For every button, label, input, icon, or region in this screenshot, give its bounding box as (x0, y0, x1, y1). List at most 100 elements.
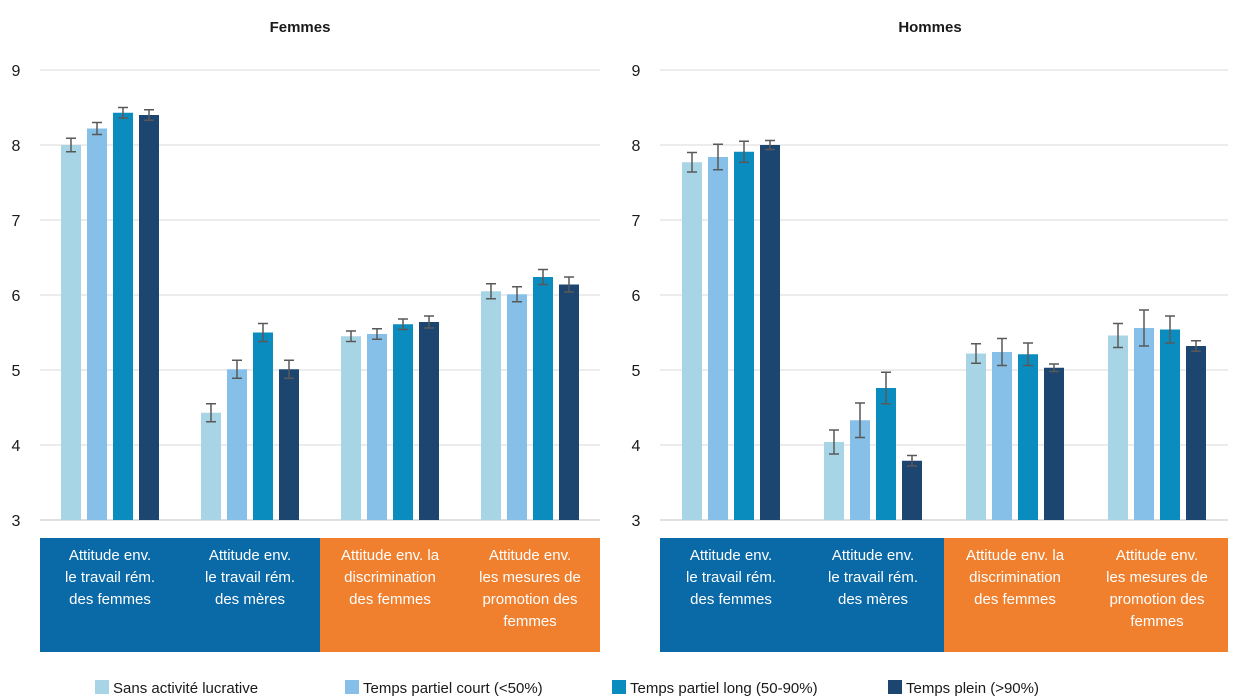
category-label: des mères (215, 591, 285, 608)
category-label: Attitude env. (209, 547, 291, 564)
chart-legend: Sans activité lucrative Temps partiel cou… (95, 680, 1039, 697)
y-tick-label: 4 (632, 438, 641, 455)
legend-label: Temps partiel court (<50%) (363, 680, 543, 697)
y-tick-label: 6 (632, 288, 641, 305)
bar (850, 420, 870, 520)
error-bar (881, 371, 891, 405)
bar (201, 412, 221, 520)
category-band (40, 538, 180, 652)
y-tick-label: 4 (12, 438, 21, 455)
bar (1186, 346, 1206, 520)
error-bar (258, 322, 268, 343)
bar (966, 353, 986, 520)
error-bar (424, 315, 434, 329)
category-band (320, 538, 460, 652)
bar (367, 334, 387, 520)
bar (507, 294, 527, 520)
legend-item: Sans activité lucrative (95, 680, 258, 697)
bar (559, 284, 579, 520)
category-label: les mesures de (1106, 569, 1208, 586)
y-tick-label: 3 (632, 513, 641, 530)
category-band (460, 538, 600, 652)
bar (876, 388, 896, 520)
bar (992, 352, 1012, 520)
error-bar (713, 143, 723, 171)
y-tick-label: 7 (12, 213, 21, 230)
category-label: des femmes (974, 591, 1056, 608)
category-band (180, 538, 320, 652)
error-bar (66, 137, 76, 153)
error-bar (284, 359, 294, 379)
error-bar (1139, 309, 1149, 347)
error-bar (232, 359, 242, 379)
legend-item: Temps plein (>90%) (888, 680, 1039, 697)
category-label: des femmes (690, 591, 772, 608)
category-band (1086, 538, 1228, 652)
y-tick-label: 9 (12, 63, 21, 80)
legend-item: Temps partiel court (<50%) (345, 680, 543, 697)
bar (734, 151, 754, 520)
error-bar (206, 403, 216, 423)
category-band (660, 538, 802, 652)
category-label: des mères (838, 591, 908, 608)
bar (113, 112, 133, 520)
error-bar (372, 328, 382, 340)
chart-panels: Femmes 3 4 5 6 7 8 9 Attitude env. le travail rém… (12, 19, 1228, 652)
category-label: femmes (503, 613, 556, 630)
bar (902, 460, 922, 520)
y-tick-label: 6 (12, 288, 21, 305)
category-label: des femmes (69, 591, 151, 608)
category-band (802, 538, 944, 652)
bar (1108, 335, 1128, 520)
y-tick-label: 8 (632, 138, 641, 155)
category-label: les mesures de (479, 569, 581, 586)
bar (61, 145, 81, 520)
bar (253, 332, 273, 520)
bar (481, 291, 501, 520)
error-bar (118, 106, 128, 119)
y-tick-label: 8 (12, 138, 21, 155)
error-bar (739, 140, 749, 163)
bar (760, 145, 780, 520)
category-label: discrimination (344, 569, 436, 586)
bar (139, 115, 159, 520)
error-bar (564, 276, 574, 293)
error-bar (144, 109, 154, 121)
bar (533, 277, 553, 520)
legend-item: Temps partiel long (50-90%) (612, 680, 818, 697)
bar (341, 336, 361, 520)
bar (1044, 367, 1064, 520)
legend-label: Temps partiel long (50-90%) (630, 680, 818, 697)
category-label: des femmes (349, 591, 431, 608)
y-tick-label: 7 (632, 213, 641, 230)
category-label: le travail rém. (828, 569, 918, 586)
category-label: Attitude env. la (341, 547, 440, 564)
y-tick-label: 5 (632, 363, 641, 380)
bar (682, 162, 702, 520)
error-bar (1023, 342, 1033, 367)
category-label: discrimination (969, 569, 1061, 586)
error-bar (765, 139, 775, 151)
chart-panel-1: Femmes 3 4 5 6 7 8 9 Attitude env. le travail rém… (12, 19, 600, 652)
category-label: promotion des (482, 591, 577, 608)
bar (1018, 354, 1038, 520)
legend-swatch (612, 680, 626, 694)
category-band (944, 538, 1086, 652)
error-bar (398, 318, 408, 331)
y-tick-label: 9 (632, 63, 641, 80)
category-label: Attitude env. (690, 547, 772, 564)
error-bar (1113, 322, 1123, 349)
bar (393, 324, 413, 520)
category-label: promotion des (1109, 591, 1204, 608)
error-bar (687, 151, 697, 173)
bar (1134, 328, 1154, 520)
error-bar (92, 121, 102, 136)
bar (279, 369, 299, 520)
category-label: Attitude env. (1116, 547, 1198, 564)
y-tick-label: 3 (12, 513, 21, 530)
error-bar (486, 283, 496, 300)
category-label: femmes (1130, 613, 1183, 630)
error-bar (997, 337, 1007, 367)
category-label: le travail rém. (65, 569, 155, 586)
